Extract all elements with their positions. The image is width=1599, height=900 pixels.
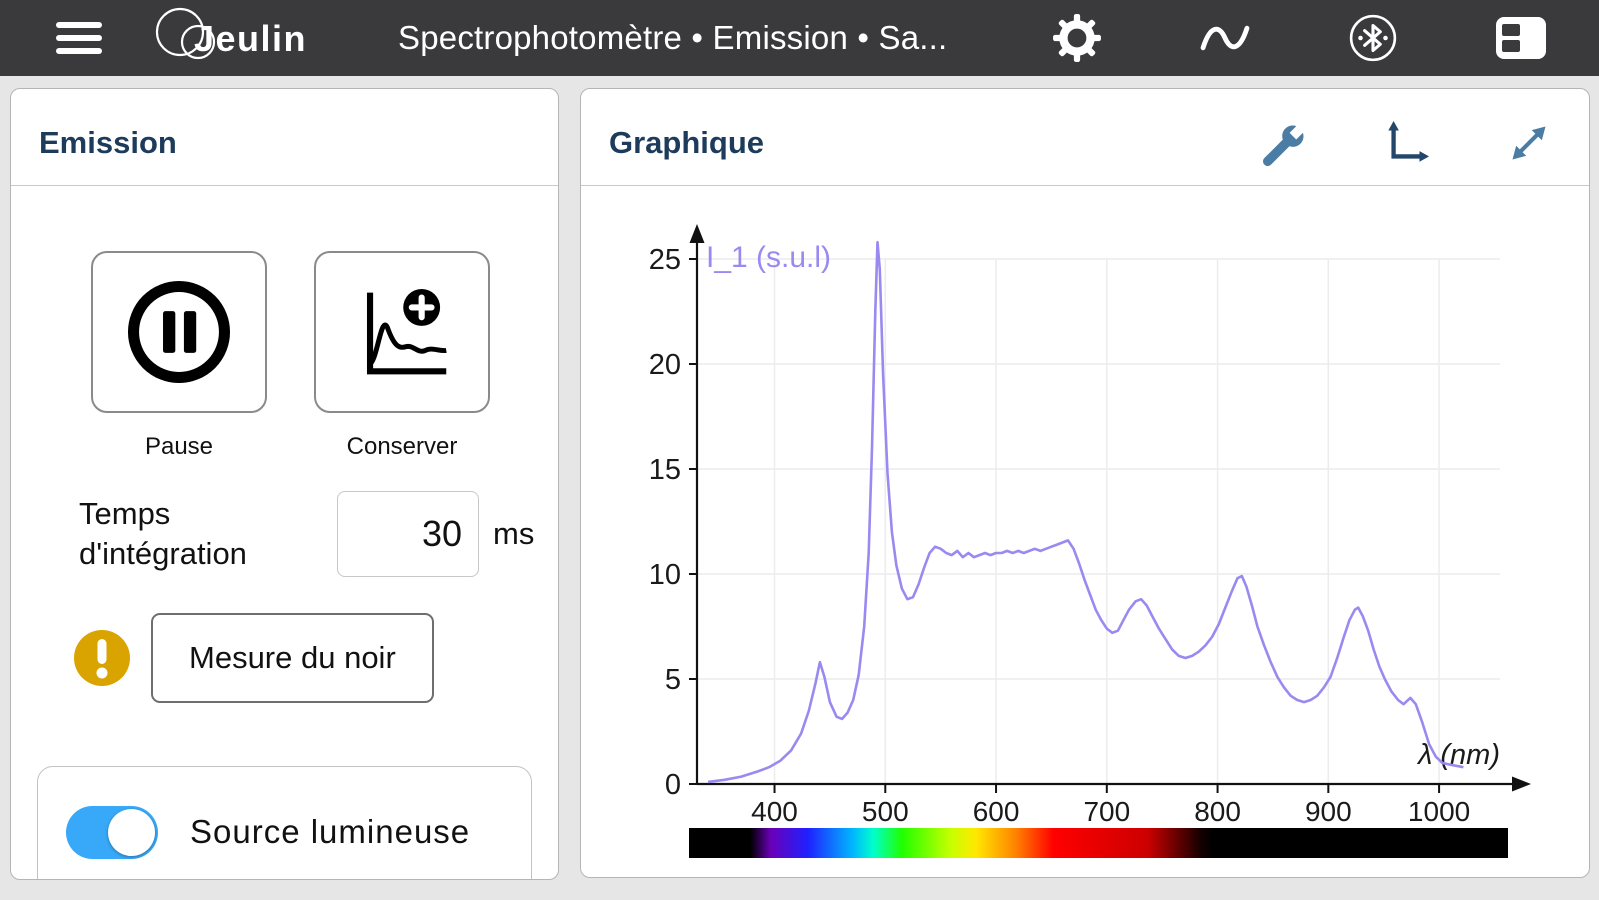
- integration-unit: ms: [493, 516, 535, 551]
- integration-label: Temps d'intégration: [79, 495, 247, 571]
- svg-text:10: 10: [649, 559, 681, 591]
- warning-icon: [74, 630, 130, 686]
- graph-panel-header: Graphique: [581, 89, 1589, 186]
- emission-panel-header: Emission: [11, 89, 558, 186]
- emission-panel: Emission Pause Conserver Temps d'intégra…: [10, 88, 559, 880]
- menu-icon[interactable]: [56, 15, 102, 61]
- conserver-button[interactable]: [314, 251, 490, 413]
- svg-text:1000: 1000: [1408, 796, 1470, 827]
- svg-text:700: 700: [1083, 796, 1130, 827]
- pause-label: Pause: [144, 433, 214, 460]
- graphique-title: Graphique: [609, 125, 765, 160]
- wrench-icon[interactable]: [1261, 119, 1309, 167]
- svg-text:800: 800: [1194, 796, 1241, 827]
- svg-text:400: 400: [751, 796, 798, 827]
- source-toggle[interactable]: [66, 805, 158, 859]
- conserver-label: Conserver: [346, 433, 458, 460]
- wave-icon[interactable]: [1199, 12, 1251, 64]
- gear-icon[interactable]: [1051, 12, 1103, 64]
- bluetooth-icon[interactable]: [1347, 12, 1399, 64]
- spectrum-chart: 0 5 10 15 20 25 400 500 600 700 800 900 1000 I_1 (s.u…: [581, 186, 1589, 877]
- app-title: Spectrophotomètre • Emission • Sa...: [398, 19, 948, 56]
- conserver-icon: [366, 288, 447, 375]
- pause-icon: [127, 280, 231, 384]
- topbar-icons: [1051, 12, 1547, 64]
- svg-text:500: 500: [862, 796, 909, 827]
- layout-icon[interactable]: [1495, 12, 1547, 64]
- svg-text:15: 15: [649, 454, 681, 486]
- integration-row: Temps d'intégration ms: [79, 491, 554, 577]
- graph-panel: Graphique 0 5: [580, 88, 1590, 878]
- axes-icon[interactable]: [1383, 119, 1431, 167]
- logo-text: Jeulin: [194, 18, 307, 59]
- svg-text:5: 5: [665, 664, 681, 696]
- emission-title: Emission: [39, 125, 177, 160]
- svg-text:900: 900: [1305, 796, 1352, 827]
- svg-text:0: 0: [665, 769, 681, 801]
- source-label: Source lumineuse: [190, 813, 471, 850]
- svg-text:20: 20: [649, 349, 681, 381]
- svg-text:600: 600: [973, 796, 1020, 827]
- pause-button[interactable]: [91, 251, 267, 413]
- topbar: Jeulin Spectrophotomètre • Emission • Sa…: [0, 0, 1599, 76]
- toggle-knob: [108, 808, 155, 856]
- svg-text:I_1 (s.u.l): I_1 (s.u.l): [706, 241, 831, 274]
- svg-text:25: 25: [649, 244, 681, 276]
- mesure-noir-button[interactable]: Mesure du noir: [151, 613, 434, 703]
- integration-input[interactable]: [337, 491, 479, 577]
- graph-toolbar: [1261, 119, 1553, 167]
- jeulin-logo: Jeulin: [150, 6, 380, 70]
- source-lumineuse-box: Source lumineuse: [37, 766, 532, 879]
- expand-icon[interactable]: [1505, 119, 1553, 167]
